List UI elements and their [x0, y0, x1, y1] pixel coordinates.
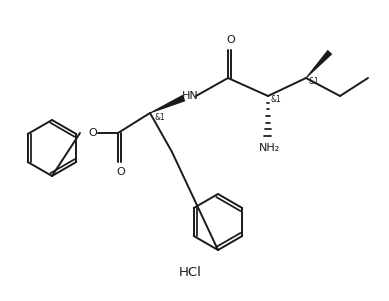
- Text: NH₂: NH₂: [259, 143, 280, 153]
- Text: &1: &1: [308, 77, 319, 86]
- Text: O: O: [117, 167, 125, 177]
- Text: &1: &1: [271, 95, 281, 104]
- Text: HCl: HCl: [179, 265, 202, 278]
- Text: HN: HN: [182, 91, 198, 101]
- Polygon shape: [150, 95, 186, 113]
- Text: O: O: [89, 128, 97, 138]
- Text: &1: &1: [154, 113, 165, 122]
- Text: O: O: [227, 35, 235, 45]
- Polygon shape: [306, 50, 332, 78]
